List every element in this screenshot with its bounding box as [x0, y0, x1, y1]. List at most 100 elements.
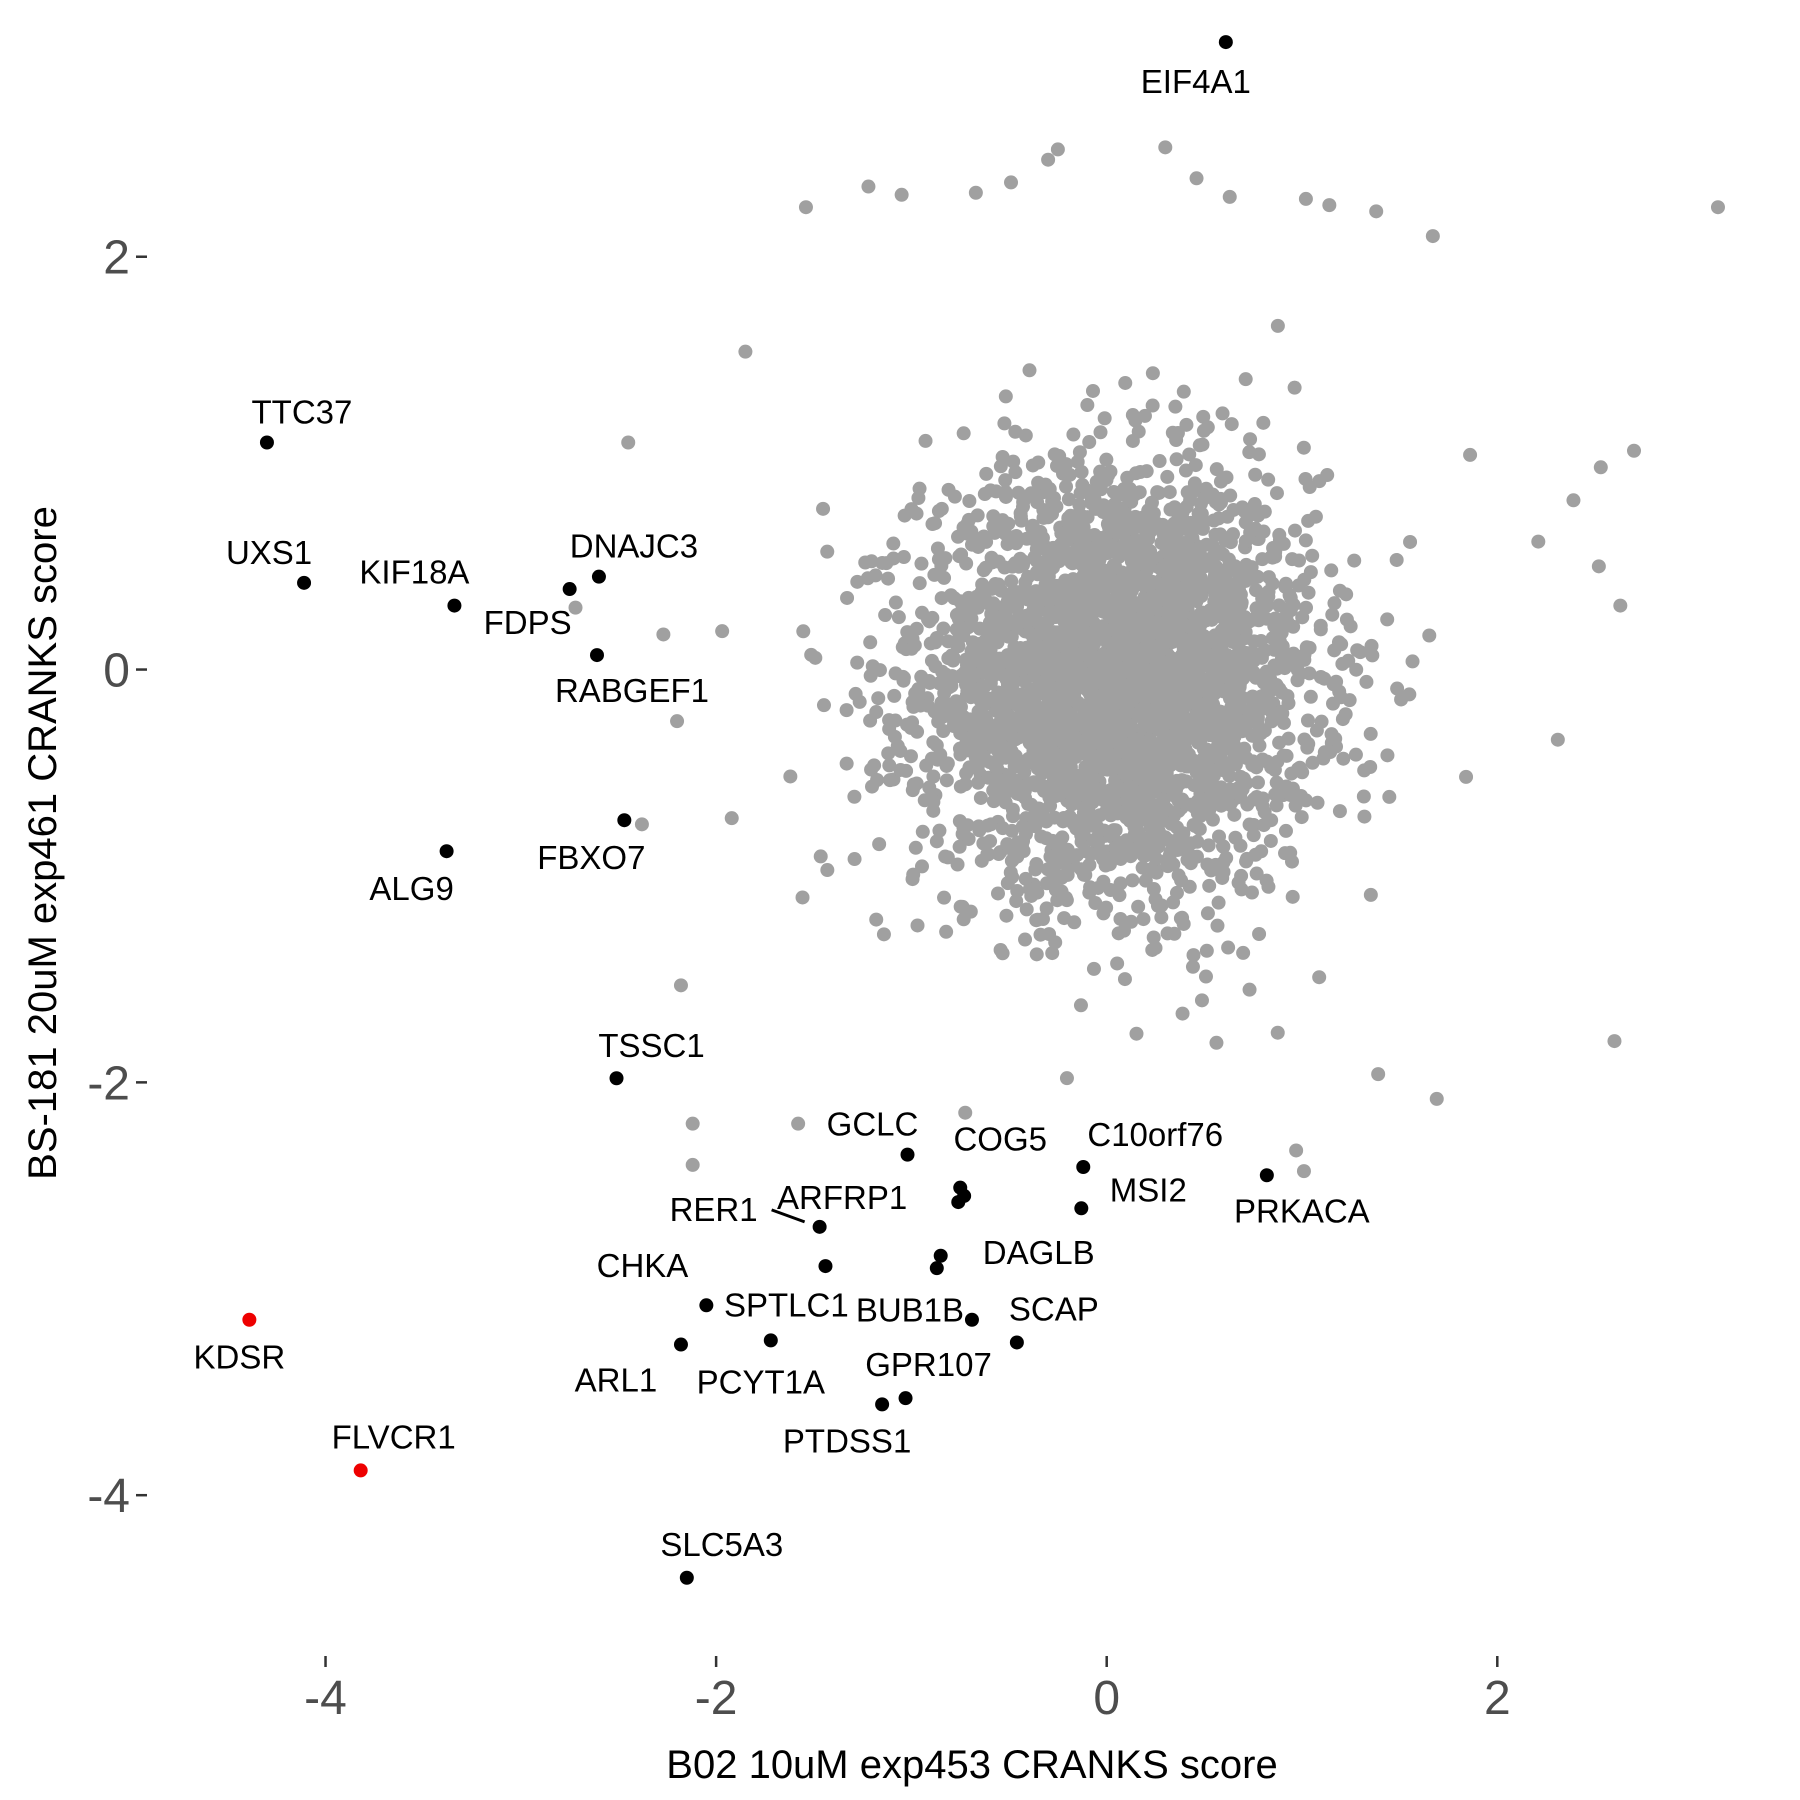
background-point [937, 695, 952, 710]
background-point [1300, 713, 1315, 728]
background-point [1117, 972, 1132, 987]
background-point [1343, 619, 1358, 634]
background-point [1363, 759, 1378, 774]
background-point [1164, 539, 1179, 554]
background-point [1139, 464, 1154, 479]
background-point [926, 769, 941, 784]
background-point [1038, 639, 1053, 654]
background-point [1313, 622, 1328, 637]
gene-point-ptdss1 [875, 1397, 890, 1412]
background-point [1025, 518, 1040, 533]
background-point [1093, 425, 1108, 440]
background-point [1314, 714, 1329, 729]
background-point [997, 416, 1012, 431]
background-point [882, 713, 897, 728]
background-point [915, 824, 930, 839]
background-point [1164, 816, 1179, 831]
background-point [1182, 447, 1197, 462]
background-point [1062, 636, 1077, 651]
gene-point-uxs1 [297, 575, 312, 590]
background-point [839, 756, 854, 771]
background-point [1160, 469, 1175, 484]
background-point [881, 746, 896, 761]
background-point [1092, 630, 1107, 645]
background-point [1022, 363, 1037, 378]
gene-point-gclc [900, 1147, 915, 1162]
background-points [568, 140, 1725, 1179]
background-point [1243, 525, 1258, 540]
background-point [937, 890, 952, 905]
background-point [1239, 851, 1254, 866]
background-point [864, 554, 879, 569]
gene-label-fbxo7: FBXO7 [537, 839, 645, 876]
background-point [1242, 982, 1257, 997]
background-point [1046, 540, 1061, 555]
background-point [1008, 465, 1023, 480]
background-point [1242, 817, 1257, 832]
background-point [1018, 826, 1033, 841]
background-point [1205, 538, 1220, 553]
background-point [998, 473, 1013, 488]
y-tick-label: 0 [103, 645, 130, 698]
background-point [1185, 959, 1200, 974]
background-point [1108, 715, 1123, 730]
background-point [1252, 926, 1267, 941]
background-point [1056, 699, 1071, 714]
background-point [1371, 1067, 1386, 1082]
gene-point-alg9 [439, 844, 454, 859]
background-point [1191, 664, 1206, 679]
gene-point-msi2 [1074, 1201, 1089, 1216]
background-point [1153, 698, 1168, 713]
background-point [999, 712, 1014, 727]
background-point [1082, 435, 1097, 450]
background-point [1303, 689, 1318, 704]
background-point [1283, 787, 1298, 802]
background-point [1214, 744, 1229, 759]
background-point [1130, 598, 1145, 613]
background-point [1189, 171, 1204, 186]
background-point [1088, 896, 1103, 911]
gene-point-ttc37 [259, 435, 274, 450]
background-point [1163, 735, 1178, 750]
background-point [993, 943, 1008, 958]
x-axis-title: B02 10uM exp453 CRANKS score [666, 1743, 1277, 1787]
background-point [1347, 553, 1362, 568]
background-point [1131, 899, 1146, 914]
background-point [1216, 763, 1231, 778]
background-point [1029, 565, 1044, 580]
background-point [1198, 969, 1213, 984]
background-point [1146, 930, 1161, 945]
background-point [1193, 733, 1208, 748]
background-point [910, 724, 925, 739]
background-point [1158, 668, 1173, 683]
background-point [1200, 906, 1215, 921]
gene-point-chka [818, 1259, 833, 1274]
background-point [1078, 482, 1093, 497]
background-point [1186, 552, 1201, 567]
gene-point-gpr107 [898, 1391, 913, 1406]
background-point [1710, 200, 1725, 215]
background-point [1125, 433, 1140, 448]
background-point [1003, 865, 1018, 880]
background-point [1239, 663, 1254, 678]
background-point [939, 924, 954, 939]
background-point [995, 739, 1010, 754]
background-point [1018, 932, 1033, 947]
background-point [1059, 1071, 1074, 1086]
background-point [1056, 814, 1071, 829]
background-point [1289, 1143, 1304, 1158]
background-point [1061, 492, 1076, 507]
gene-point-fbxo7 [617, 813, 632, 828]
background-point [1252, 738, 1267, 753]
background-point [1081, 713, 1096, 728]
background-point [963, 904, 978, 919]
background-point [1139, 834, 1154, 849]
background-point [1080, 398, 1095, 413]
background-point [1162, 573, 1177, 588]
background-point [1303, 565, 1318, 580]
background-point [1125, 873, 1140, 888]
background-point [1080, 510, 1095, 525]
background-point [1021, 797, 1036, 812]
background-point [1268, 787, 1283, 802]
background-point [978, 709, 993, 724]
